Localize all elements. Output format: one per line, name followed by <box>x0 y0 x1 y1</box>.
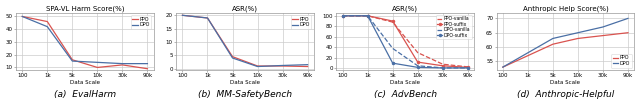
Text: (b)  MM-SafetyBench: (b) MM-SafetyBench <box>198 90 292 99</box>
DPO <box>143 63 151 64</box>
DPO-suffix <box>464 67 472 69</box>
X-axis label: Data Scale: Data Scale <box>70 80 100 85</box>
PPO <box>143 68 151 69</box>
PPO-vanilla <box>414 52 422 53</box>
DPO <box>599 26 607 28</box>
PPO <box>93 67 101 68</box>
PPO-vanilla <box>364 15 371 16</box>
PPO-suffix <box>364 15 371 16</box>
DPO-suffix <box>339 15 346 16</box>
PPO-suffix <box>414 62 422 63</box>
PPO <box>68 59 76 60</box>
DPO <box>179 15 186 16</box>
PPO <box>574 38 582 39</box>
PPO <box>44 21 51 22</box>
Line: DPO-vanilla: DPO-vanilla <box>342 16 468 68</box>
DPO <box>253 66 261 67</box>
PPO <box>304 66 312 67</box>
DPO-vanilla <box>439 67 447 69</box>
DPO <box>549 38 557 39</box>
PPO <box>499 66 507 68</box>
PPO-vanilla <box>389 22 397 23</box>
PPO-suffix <box>339 15 346 16</box>
Legend: PPO, DPO: PPO, DPO <box>131 15 151 29</box>
PPO <box>204 17 211 19</box>
DPO-vanilla <box>364 15 371 16</box>
PPO-vanilla <box>464 66 472 67</box>
PPO-suffix <box>464 67 472 68</box>
DPO-vanilla <box>339 15 346 16</box>
DPO <box>228 57 236 59</box>
X-axis label: Data Scale: Data Scale <box>390 80 420 85</box>
PPO <box>19 16 26 17</box>
Line: PPO-suffix: PPO-suffix <box>342 15 469 68</box>
PPO <box>179 15 186 16</box>
DPO <box>118 63 126 64</box>
PPO <box>228 56 236 57</box>
Line: DPO-suffix: DPO-suffix <box>342 15 469 69</box>
DPO-suffix <box>439 67 447 69</box>
PPO <box>599 35 607 36</box>
DPO <box>19 16 26 17</box>
Line: PPO: PPO <box>503 33 628 67</box>
Line: DPO: DPO <box>503 18 628 67</box>
Legend: PPO, DPO: PPO, DPO <box>291 15 312 29</box>
DPO <box>44 26 51 27</box>
DPO-vanilla <box>464 67 472 69</box>
DPO <box>304 64 312 65</box>
PPO-suffix <box>439 65 447 66</box>
Legend: PPO, DPO: PPO, DPO <box>611 54 632 68</box>
DPO-suffix <box>364 15 371 16</box>
DPO <box>204 17 211 19</box>
PPO <box>624 32 632 33</box>
DPO <box>574 32 582 33</box>
Line: PPO: PPO <box>22 16 147 69</box>
PPO <box>253 65 261 67</box>
DPO <box>499 66 507 68</box>
Title: ASR(%): ASR(%) <box>232 6 258 12</box>
X-axis label: Data Scale: Data Scale <box>230 80 260 85</box>
Title: SPA-VL Harm Score(%): SPA-VL Harm Score(%) <box>45 6 124 12</box>
Title: Anthropic Help Score(%): Anthropic Help Score(%) <box>522 6 608 12</box>
Title: ASR(%): ASR(%) <box>392 6 418 12</box>
Line: PPO: PPO <box>182 15 308 66</box>
DPO-suffix <box>414 67 422 68</box>
DPO-vanilla <box>414 65 422 66</box>
Text: (c)  AdvBench: (c) AdvBench <box>374 90 436 99</box>
PPO <box>279 65 287 67</box>
DPO-vanilla <box>389 48 397 49</box>
Line: DPO: DPO <box>22 16 147 64</box>
PPO <box>118 64 126 66</box>
PPO-suffix <box>389 20 397 22</box>
DPO-suffix <box>389 63 397 64</box>
PPO <box>549 44 557 45</box>
DPO <box>68 60 76 62</box>
Line: DPO: DPO <box>182 15 308 66</box>
DPO <box>524 52 532 53</box>
PPO-vanilla <box>439 64 447 65</box>
Text: (a)  EvalHarm: (a) EvalHarm <box>54 90 116 99</box>
X-axis label: Data Scale: Data Scale <box>550 80 580 85</box>
PPO <box>524 55 532 56</box>
DPO <box>93 62 101 63</box>
DPO <box>624 18 632 19</box>
PPO-vanilla <box>339 15 346 16</box>
DPO <box>279 65 287 66</box>
Text: (d)  Anthropic-Helpful: (d) Anthropic-Helpful <box>516 90 614 99</box>
Line: PPO-vanilla: PPO-vanilla <box>342 16 468 67</box>
Legend: PPO-vanilla, PPO-suffix, DPO-vanilla, DPO-suffix: PPO-vanilla, PPO-suffix, DPO-vanilla, DP… <box>436 15 472 39</box>
